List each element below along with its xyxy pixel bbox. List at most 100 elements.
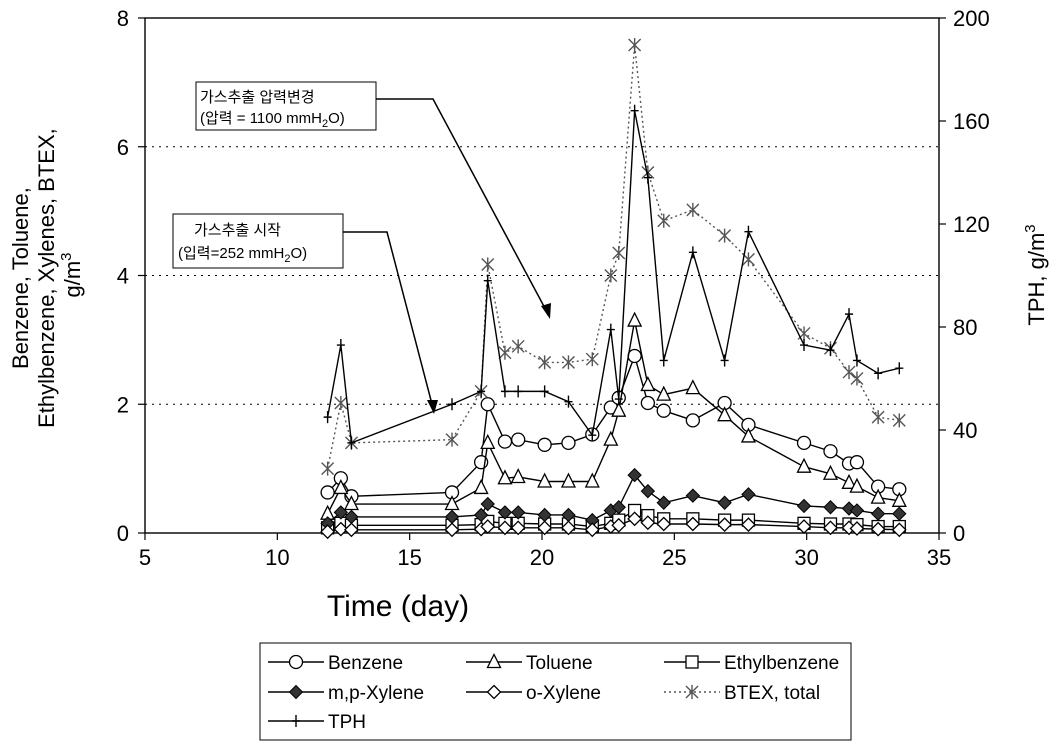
data-point (826, 344, 835, 357)
data-point (640, 395, 656, 411)
y-tick-label: 2 (117, 392, 129, 417)
y2-axis-title: TPH, g/m3 (1022, 224, 1049, 325)
legend-entry: Ethylbenzene (664, 653, 839, 674)
y2-tick-label: 80 (953, 315, 977, 340)
legend-label: Ethylbenzene (724, 653, 839, 674)
data-point (333, 505, 349, 520)
data-point (849, 455, 865, 470)
data-point (564, 395, 573, 408)
annotation-start-arrow (343, 231, 434, 409)
data-point (611, 517, 627, 533)
data-point (497, 469, 513, 485)
data-point (537, 520, 553, 536)
data-point (892, 413, 906, 428)
data-point (871, 410, 885, 425)
legend-entry: Toluene (466, 653, 593, 674)
data-point (611, 401, 627, 417)
data-point (537, 472, 553, 488)
annotation-pressure-arrow (376, 98, 548, 313)
data-point (333, 478, 349, 495)
data-point (656, 385, 672, 401)
legend-marker (486, 684, 502, 700)
data-point (656, 516, 672, 532)
annotation-pressure-sub: (압력 = 1100 mmH2O) (200, 110, 345, 130)
x-tick-label: 30 (794, 545, 818, 570)
data-point (720, 354, 729, 367)
data-point (473, 507, 489, 523)
data-point (480, 519, 496, 534)
annotation-pressure: 가스추출 압력변경 (압력 = 1100 mmH2O) (195, 81, 551, 319)
data-point (741, 487, 756, 502)
legend-label: o-Xylene (526, 683, 601, 704)
data-point (537, 437, 552, 452)
data-point (343, 495, 359, 511)
data-point (497, 520, 513, 536)
legend-entry: m,p-Xylene (268, 683, 424, 704)
data-point (497, 434, 513, 449)
data-point (320, 524, 336, 540)
y-axis-title-line-3: g/m (60, 261, 85, 298)
series-benzene (320, 348, 907, 504)
data-point (510, 505, 526, 520)
y2-tick-label: 200 (953, 6, 990, 31)
y2-axis-title-text: TPH, g/m (1024, 233, 1049, 326)
y2-tick-label: 160 (953, 109, 990, 134)
series-tph (323, 104, 904, 449)
y-tick-label: 0 (117, 521, 129, 546)
data-point (892, 506, 907, 521)
x-tick-label: 5 (139, 545, 151, 570)
legend-marker (292, 715, 300, 727)
legend-label: Benzene (328, 653, 403, 674)
legend-box (259, 642, 852, 741)
data-point (321, 461, 335, 476)
series-o-xylene (320, 511, 907, 540)
data-point (895, 362, 904, 375)
annotation-pressure-text: 가스추출 압력변경 (200, 89, 315, 106)
data-point (627, 511, 643, 527)
data-point (588, 429, 597, 442)
data-point (497, 505, 513, 520)
x-tick-label: 25 (662, 545, 686, 570)
data-point (891, 522, 907, 538)
data-point (477, 385, 486, 398)
data-point (849, 503, 865, 518)
data-point (561, 435, 576, 451)
data-point (603, 430, 619, 446)
data-point (628, 38, 642, 53)
data-point (744, 225, 753, 238)
data-point (656, 403, 671, 418)
data-point (480, 433, 496, 450)
data-point (717, 495, 732, 510)
y-tick-label: 8 (117, 6, 129, 31)
data-point (510, 520, 526, 536)
data-point (685, 413, 701, 428)
series-layer (320, 38, 907, 540)
annotation-start-sub: (입력=252 mmH2O) (178, 245, 307, 265)
data-point (718, 228, 732, 243)
data-point (870, 506, 886, 521)
data-point (656, 495, 671, 510)
data-point (612, 245, 626, 260)
data-point (510, 468, 526, 484)
data-point (822, 464, 839, 480)
data-point (584, 472, 600, 488)
legend-entry: o-Xylene (466, 683, 601, 704)
data-point (334, 395, 348, 410)
data-point (614, 393, 623, 406)
legend-entry: TPH (268, 712, 366, 733)
data-point (643, 171, 652, 184)
data-point (480, 496, 495, 512)
annotation-pressure-box (195, 81, 377, 131)
data-point (445, 432, 459, 447)
data-point (841, 473, 857, 489)
data-point (604, 268, 618, 283)
annotation-pressure-arrowhead (541, 303, 551, 319)
data-point (511, 339, 525, 354)
legend-entry: BTEX, total (664, 683, 820, 704)
data-point (538, 355, 552, 370)
data-point (796, 519, 812, 534)
data-point (640, 375, 656, 392)
data-point (686, 202, 700, 217)
y2-tick-label: 120 (953, 212, 990, 237)
